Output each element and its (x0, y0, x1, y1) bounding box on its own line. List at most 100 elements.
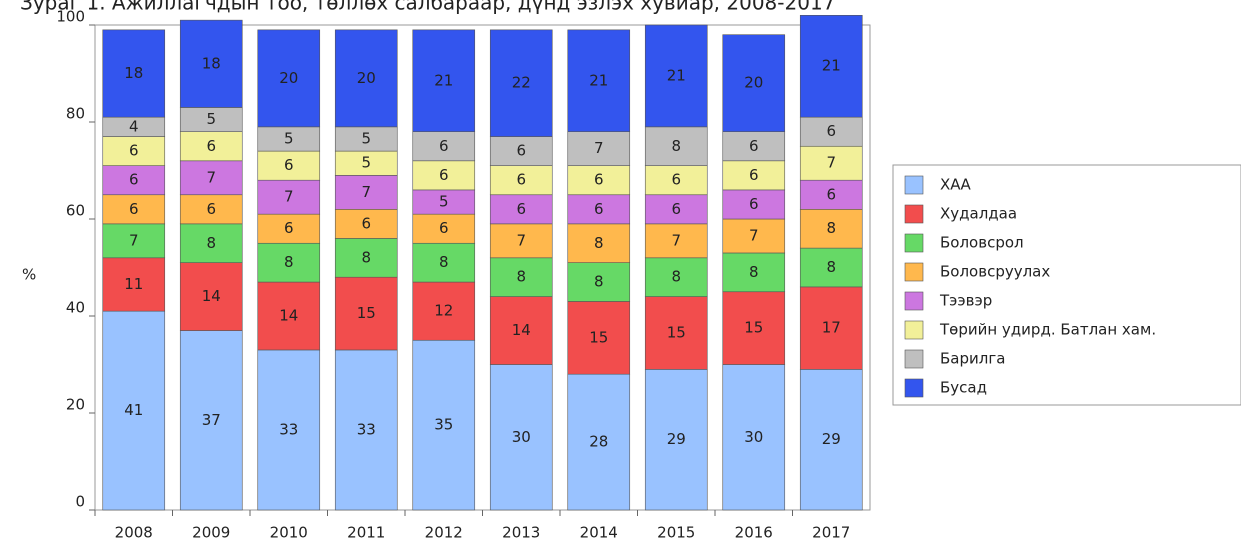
data-label: 6 (284, 156, 294, 174)
data-label: 28 (589, 433, 608, 451)
x-tick-label: 2013 (502, 524, 540, 542)
legend-swatch (904, 378, 924, 398)
bar-segment (102, 257, 166, 312)
bar-segment (102, 223, 166, 259)
data-label: 21 (434, 71, 453, 89)
data-label: 22 (512, 74, 531, 92)
legend-swatch (904, 349, 924, 369)
legend-label: Боловсруулах (940, 263, 1050, 281)
bar-segment (644, 257, 708, 297)
data-label: 20 (357, 69, 376, 87)
bar-segment (412, 213, 476, 244)
data-label: 6 (749, 195, 759, 213)
data-label: 6 (129, 200, 139, 218)
bar-segment (412, 131, 476, 162)
bar-segment (644, 194, 708, 225)
data-label: 35 (434, 416, 453, 434)
data-label: 6 (516, 171, 526, 189)
bar-segment (722, 291, 786, 365)
data-label: 14 (512, 321, 531, 339)
bar-segment (334, 150, 398, 176)
bar-segment (334, 209, 398, 239)
data-label: 6 (671, 171, 681, 189)
legend-label: Боловсрол (940, 234, 1024, 252)
data-label: 20 (279, 69, 298, 87)
bar-segment (489, 194, 553, 225)
y-tick-label: 40 (66, 299, 85, 317)
data-label: 18 (202, 54, 221, 72)
bar-segment (489, 29, 553, 137)
bar-segment (257, 29, 321, 128)
bar-segment (489, 257, 553, 297)
bar-segment (257, 126, 321, 152)
data-label: 17 (822, 319, 841, 337)
data-label: 4 (129, 117, 139, 135)
bar-segment (102, 310, 166, 511)
bar-segment (412, 339, 476, 511)
data-label: 6 (129, 171, 139, 189)
bar-segment (567, 165, 631, 196)
bar-segment (412, 242, 476, 283)
x-tick-label: 2014 (580, 524, 618, 542)
legend-swatch (904, 262, 924, 282)
data-label: 6 (439, 137, 449, 155)
data-label: 7 (516, 231, 526, 249)
bar-segment (257, 213, 321, 244)
bar-segment (799, 247, 863, 288)
legend-label: Худалдаа (940, 205, 1017, 223)
data-label: 18 (124, 64, 143, 82)
x-tick-label: 2011 (347, 524, 385, 542)
data-label: 6 (284, 219, 294, 237)
legend-swatch (904, 320, 924, 340)
bar-segment (644, 126, 708, 166)
data-label: 8 (361, 248, 371, 266)
bar-segment (722, 218, 786, 254)
bar-segment (334, 175, 398, 210)
bar-segment (412, 281, 476, 341)
legend-label: Бусад (940, 379, 987, 397)
data-label: 8 (206, 234, 216, 252)
data-label: 7 (749, 226, 759, 244)
bar-segment (799, 116, 863, 147)
bar-segment (334, 349, 398, 511)
data-label: 11 (124, 275, 143, 293)
bar-segment (567, 29, 631, 132)
data-label: 6 (361, 214, 371, 232)
data-label: 5 (439, 193, 449, 211)
bar-segment (489, 296, 553, 365)
bar-segment (489, 364, 553, 511)
data-label: 29 (667, 430, 686, 448)
data-label: 6 (439, 166, 449, 184)
data-label: 7 (594, 139, 604, 157)
data-label: 8 (439, 253, 449, 271)
bar-segment (179, 223, 243, 263)
data-label: 6 (594, 200, 604, 218)
data-label: 7 (129, 231, 139, 249)
bar-segment (567, 131, 631, 166)
legend-swatch (904, 291, 924, 311)
bar-segment (412, 29, 476, 132)
data-label: 21 (822, 57, 841, 75)
data-label: 37 (202, 411, 221, 429)
bar-segment (102, 136, 166, 166)
bar-segment (334, 29, 398, 128)
bar-segment (334, 238, 398, 278)
data-label: 7 (671, 231, 681, 249)
legend-label: ХАА (940, 176, 972, 194)
data-label: 8 (826, 219, 836, 237)
bar-segment (179, 262, 243, 331)
legend-box (892, 164, 1241, 406)
data-label: 7 (284, 188, 294, 206)
legend-swatch (904, 233, 924, 253)
bar-segment (799, 209, 863, 249)
bar-segment (799, 179, 863, 210)
data-label: 6 (129, 142, 139, 160)
data-label: 8 (516, 268, 526, 286)
data-label: 14 (202, 287, 221, 305)
y-tick-label: 80 (66, 105, 85, 123)
bar-segment (334, 276, 398, 351)
bar-segment (179, 19, 243, 108)
legend-swatch (904, 204, 924, 224)
data-label: 8 (594, 234, 604, 252)
x-tick-label: 2009 (192, 524, 230, 542)
